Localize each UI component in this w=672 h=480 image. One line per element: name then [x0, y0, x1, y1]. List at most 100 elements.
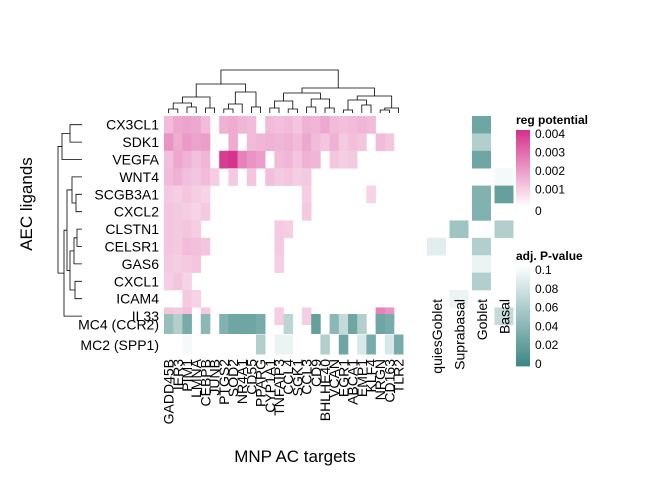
pvalue-legend-step: [516, 341, 530, 344]
reg-legend-step: [516, 169, 530, 172]
heat-cell-SDK1-PIM1: [182, 133, 192, 152]
pvalue-legend-tick: 0: [535, 357, 542, 371]
celltype-cell-SCGB3A1-Basal: [494, 185, 514, 204]
pvalue-legend-step: [516, 270, 530, 273]
reg-legend-step: [516, 155, 530, 158]
reg-legend-step: [516, 192, 530, 195]
ligand-label: CLSTN1: [105, 221, 159, 237]
heat-cell-CELSR1-LMNA: [191, 237, 202, 256]
target-label: NR4A1: [234, 359, 250, 404]
col-dendro-branch: [223, 108, 234, 113]
target-label: GADD45B: [161, 359, 177, 424]
reg-legend-step: [516, 157, 530, 160]
row-dendro-branch: [66, 189, 72, 271]
pvalue-legend-step: [516, 278, 530, 281]
heat-cell-CLSTN1-LMNA: [191, 220, 202, 239]
heat-cell-SDK1-GADD45B: [164, 133, 174, 152]
reg-legend-step: [516, 206, 530, 209]
celltype-label: quiesGoblet: [429, 299, 445, 374]
heat-cell-SDK1-CCL4: [283, 133, 294, 152]
heat-cell-ICAM4-PIM1: [182, 290, 192, 308]
reg-legend-step: [516, 178, 530, 182]
ligand-label: SDK1: [122, 134, 159, 150]
reg-legend-step: [516, 163, 530, 166]
reg-legend-tick: 0.004: [535, 127, 565, 141]
heat-cell-SDK1-IER3: [173, 133, 183, 152]
ligand-label: ICAM4: [116, 291, 159, 307]
col-dendro-branch: [306, 106, 317, 113]
mc-cell-1-PPARG: [256, 334, 266, 355]
reg-legend-step: [516, 186, 530, 189]
celltype-label: Suprabasal: [452, 299, 468, 370]
col-dendro-branch: [228, 103, 243, 113]
heat-cell-CX3CL1-CD9: [311, 116, 321, 134]
celltype-cell-CXCL2-Goblet: [472, 203, 491, 221]
target-label: CCL3: [299, 359, 315, 395]
heat-cell-SDK1-EGR1: [338, 133, 349, 152]
pvalue-legend-step: [516, 298, 530, 302]
heat-cell-CXCL2-GADD45B: [164, 203, 174, 221]
heat-cell-CX3CL1-CEBPB: [200, 116, 211, 134]
col-dendro-branch: [195, 83, 247, 97]
col-dendro-branch: [379, 109, 390, 113]
pvalue-legend-step: [516, 302, 530, 306]
row-dendro-branch: [75, 193, 82, 213]
reg-legend-step: [516, 135, 530, 139]
mc-label: MC2 (SPP1): [80, 337, 159, 353]
pvalue-legend-step: [516, 294, 530, 298]
target-label: CD163: [381, 359, 397, 403]
heat-cell-SDK1-PPARG: [256, 133, 266, 152]
mc-cell-1-CD163: [384, 334, 395, 355]
target-label: JUNB: [207, 359, 223, 396]
pvalue-legend-step: [516, 268, 530, 271]
target-label: VCAN: [326, 359, 342, 398]
reg-legend-step: [516, 131, 530, 135]
heat-cell-CLSTN1-CCL4: [283, 220, 294, 239]
mc-cell-1-TLR2: [394, 334, 404, 355]
reg-legend-step: [516, 141, 530, 145]
heat-cell-VEGFA-CD55: [246, 150, 257, 169]
col-dendro-branch: [356, 95, 393, 108]
heat-cell-CX3CL1-KLF4: [366, 116, 376, 134]
target-label: SOD2: [225, 359, 241, 397]
heat-cell-VEGFA-VCAN: [329, 150, 340, 169]
heat-cell-VEGFA-GADD45B: [164, 150, 174, 169]
reg-legend-step: [516, 190, 530, 193]
heat-cell-CX3CL1-TNFAIP3: [274, 116, 284, 134]
heat-cell-CX3CL1-LMNA: [191, 116, 202, 134]
col-dendro-branch: [251, 106, 261, 113]
heat-cell-VEGFA-TNFAIP3: [274, 150, 284, 169]
mc-cell-1-TNFAIP3: [274, 334, 284, 355]
mc-cell-0-CEBPB: [200, 314, 211, 334]
mc-cell-0-GADD45B: [164, 314, 174, 334]
mc-cell-1-EGR1: [338, 334, 349, 355]
celltype-cell-SDK1-Goblet: [472, 133, 491, 152]
pvalue-legend-step: [516, 363, 530, 367]
pvalue-legend-step: [516, 333, 530, 336]
mc-cell-0-NR4A1: [237, 314, 248, 334]
heat-cell-CXCL2-IER3: [173, 203, 183, 221]
heat-cell-CELSR1-CEBPB: [200, 237, 211, 256]
target-label: EMP1: [354, 359, 370, 397]
celltype-cell-CLSTN1-Suprabasal: [449, 220, 469, 239]
heat-cell-SDK1-ABCA1: [348, 133, 358, 152]
heat-cell-CLSTN1-IER3: [173, 220, 183, 239]
celltype-cell-IL33-Basal: [494, 307, 514, 326]
celltype-pvalue-heatmap: [427, 116, 514, 326]
heat-cell-VEGFA-SOD2: [228, 150, 238, 169]
reg-legend-step: [516, 167, 530, 170]
ligand-label: IL33: [132, 308, 159, 324]
pvalue-legend-step: [516, 306, 530, 310]
pvalue-legend-step: [516, 292, 530, 295]
pvalue-legend-step: [516, 264, 530, 267]
heat-cell-SDK1-VCAN: [329, 133, 340, 152]
ligand-label: CXCL2: [114, 204, 159, 220]
reg-legend-step: [516, 130, 530, 133]
heat-cell-VEGFA-PPARG: [256, 150, 266, 169]
target-label: ABCA1: [345, 359, 361, 405]
heat-cell-SCGB3A1-CEBPB: [200, 185, 211, 204]
celltype-cell-CXCL1-Goblet: [472, 272, 491, 291]
pvalue-legend-step: [516, 329, 530, 332]
row-dendro-branch: [73, 237, 82, 265]
